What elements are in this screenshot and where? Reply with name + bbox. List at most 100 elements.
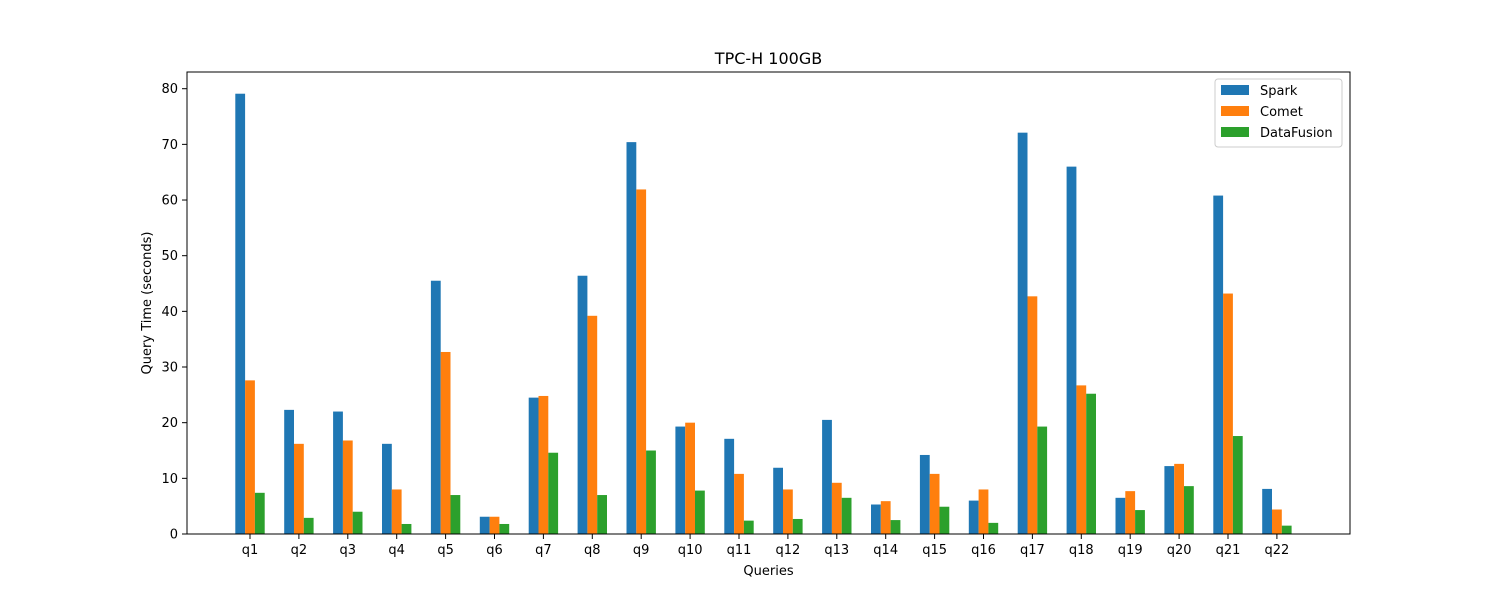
x-tick-label-q21: q21 bbox=[1216, 543, 1241, 558]
y-axis: 0 10 20 30 40 50 60 70 80 bbox=[161, 82, 187, 543]
bar-datafusion-q10 bbox=[695, 490, 705, 534]
bar-spark-q18 bbox=[1066, 166, 1077, 534]
bar-spark-q12 bbox=[773, 467, 783, 534]
y-tick-label: 60 bbox=[161, 194, 178, 209]
bar-datafusion-q3 bbox=[352, 511, 363, 534]
bar-datafusion-q20 bbox=[1184, 486, 1194, 534]
x-tick-label-q1: q1 bbox=[242, 543, 259, 558]
legend-label-comet: Comet bbox=[1260, 105, 1303, 120]
bar-comet-q9 bbox=[636, 189, 647, 534]
bar-datafusion-q7 bbox=[548, 452, 559, 534]
x-tick-label-q16: q16 bbox=[971, 543, 996, 558]
bar-datafusion-q1 bbox=[254, 492, 265, 534]
x-tick-label-q11: q11 bbox=[727, 543, 752, 558]
y-tick-label: 50 bbox=[161, 249, 178, 264]
x-tick-label-q8: q8 bbox=[584, 543, 601, 558]
legend-swatch-comet bbox=[1221, 106, 1249, 116]
bar-datafusion-q21 bbox=[1232, 436, 1243, 534]
bar-comet-q5 bbox=[440, 351, 451, 534]
x-tick-label-q2: q2 bbox=[291, 543, 308, 558]
bar-spark-q7 bbox=[528, 397, 539, 534]
bar-datafusion-q14 bbox=[890, 520, 901, 534]
bar-comet-q7 bbox=[538, 395, 549, 534]
y-tick-label: 80 bbox=[161, 82, 178, 97]
bar-datafusion-q5 bbox=[450, 495, 461, 534]
y-tick-label: 0 bbox=[170, 528, 178, 543]
bar-spark-q21 bbox=[1213, 195, 1224, 534]
bar-spark-q22 bbox=[1262, 488, 1272, 534]
bar-datafusion-q4 bbox=[401, 523, 412, 534]
bar-comet-q14 bbox=[880, 501, 891, 534]
bar-comet-q17 bbox=[1027, 296, 1038, 534]
bar-comet-q16 bbox=[978, 489, 989, 534]
bar-spark-q1 bbox=[235, 93, 246, 535]
bar-datafusion-q18 bbox=[1086, 393, 1096, 534]
bar-spark-q9 bbox=[626, 142, 637, 534]
bars-layer bbox=[235, 93, 1292, 535]
bar-comet-q15 bbox=[929, 473, 940, 534]
bar-spark-q8 bbox=[577, 275, 588, 534]
x-tick-label-q15: q15 bbox=[922, 543, 947, 558]
bar-spark-q13 bbox=[822, 419, 832, 534]
y-tick-label: 70 bbox=[161, 138, 178, 153]
bar-spark-q19 bbox=[1115, 497, 1126, 534]
y-tick-label: 40 bbox=[161, 305, 178, 320]
legend-label-spark: Spark bbox=[1260, 84, 1298, 99]
bar-spark-q3 bbox=[333, 411, 343, 534]
bar-comet-q20 bbox=[1174, 463, 1184, 534]
bar-comet-q2 bbox=[294, 443, 304, 534]
bar-spark-q15 bbox=[919, 454, 930, 534]
bar-datafusion-q9 bbox=[646, 450, 656, 534]
bar-datafusion-q8 bbox=[597, 495, 607, 534]
x-tick-label-q22: q22 bbox=[1265, 543, 1290, 558]
chart-title: TPC-H 100GB bbox=[714, 49, 822, 68]
bar-comet-q21 bbox=[1223, 293, 1233, 534]
x-tick-label-q9: q9 bbox=[633, 543, 650, 558]
y-axis-label: Query Time (seconds) bbox=[140, 232, 155, 375]
bar-datafusion-q16 bbox=[988, 522, 999, 534]
bar-spark-q4 bbox=[382, 443, 392, 534]
bar-spark-q14 bbox=[871, 504, 881, 534]
bar-spark-q16 bbox=[968, 500, 979, 534]
bar-datafusion-q6 bbox=[499, 523, 510, 534]
bar-spark-q20 bbox=[1164, 466, 1175, 534]
legend-swatch-datafusion bbox=[1221, 127, 1249, 137]
x-tick-label-q17: q17 bbox=[1020, 543, 1045, 558]
bar-datafusion-q19 bbox=[1135, 510, 1145, 534]
x-tick-label-q19: q19 bbox=[1118, 543, 1143, 558]
legend-label-datafusion: DataFusion bbox=[1260, 126, 1333, 141]
bar-spark-q2 bbox=[284, 409, 294, 534]
x-tick-label-q7: q7 bbox=[535, 543, 552, 558]
x-tick-label-q6: q6 bbox=[486, 543, 503, 558]
bar-comet-q18 bbox=[1076, 385, 1087, 534]
x-tick-label-q18: q18 bbox=[1069, 543, 1094, 558]
legend-swatch-spark bbox=[1221, 85, 1249, 95]
x-tick-label-q13: q13 bbox=[824, 543, 849, 558]
bar-spark-q17 bbox=[1017, 132, 1028, 535]
bar-datafusion-q15 bbox=[939, 506, 950, 534]
y-tick-label: 30 bbox=[161, 361, 178, 376]
bar-spark-q6 bbox=[479, 516, 490, 534]
bar-comet-q12 bbox=[783, 489, 793, 534]
x-axis-label: Queries bbox=[743, 564, 793, 579]
x-tick-label-q5: q5 bbox=[437, 543, 454, 558]
x-tick-label-q20: q20 bbox=[1167, 543, 1192, 558]
bar-comet-q11 bbox=[734, 473, 744, 534]
y-tick-label: 20 bbox=[161, 416, 178, 431]
bar-datafusion-q2 bbox=[303, 517, 314, 534]
bar-comet-q10 bbox=[685, 422, 695, 534]
bar-comet-q4 bbox=[391, 489, 402, 534]
bar-datafusion-q12 bbox=[792, 518, 803, 534]
x-tick-label-q3: q3 bbox=[340, 543, 357, 558]
bar-comet-q6 bbox=[489, 516, 500, 534]
bar-comet-q22 bbox=[1272, 509, 1282, 534]
x-tick-label-q10: q10 bbox=[678, 543, 703, 558]
bar-datafusion-q11 bbox=[743, 520, 754, 534]
y-tick-label: 10 bbox=[161, 472, 178, 487]
plot-area-frame bbox=[186, 71, 1351, 535]
bar-spark-q10 bbox=[675, 426, 686, 534]
bar-spark-q11 bbox=[724, 438, 735, 534]
legend: Spark Comet DataFusion bbox=[1214, 78, 1343, 148]
